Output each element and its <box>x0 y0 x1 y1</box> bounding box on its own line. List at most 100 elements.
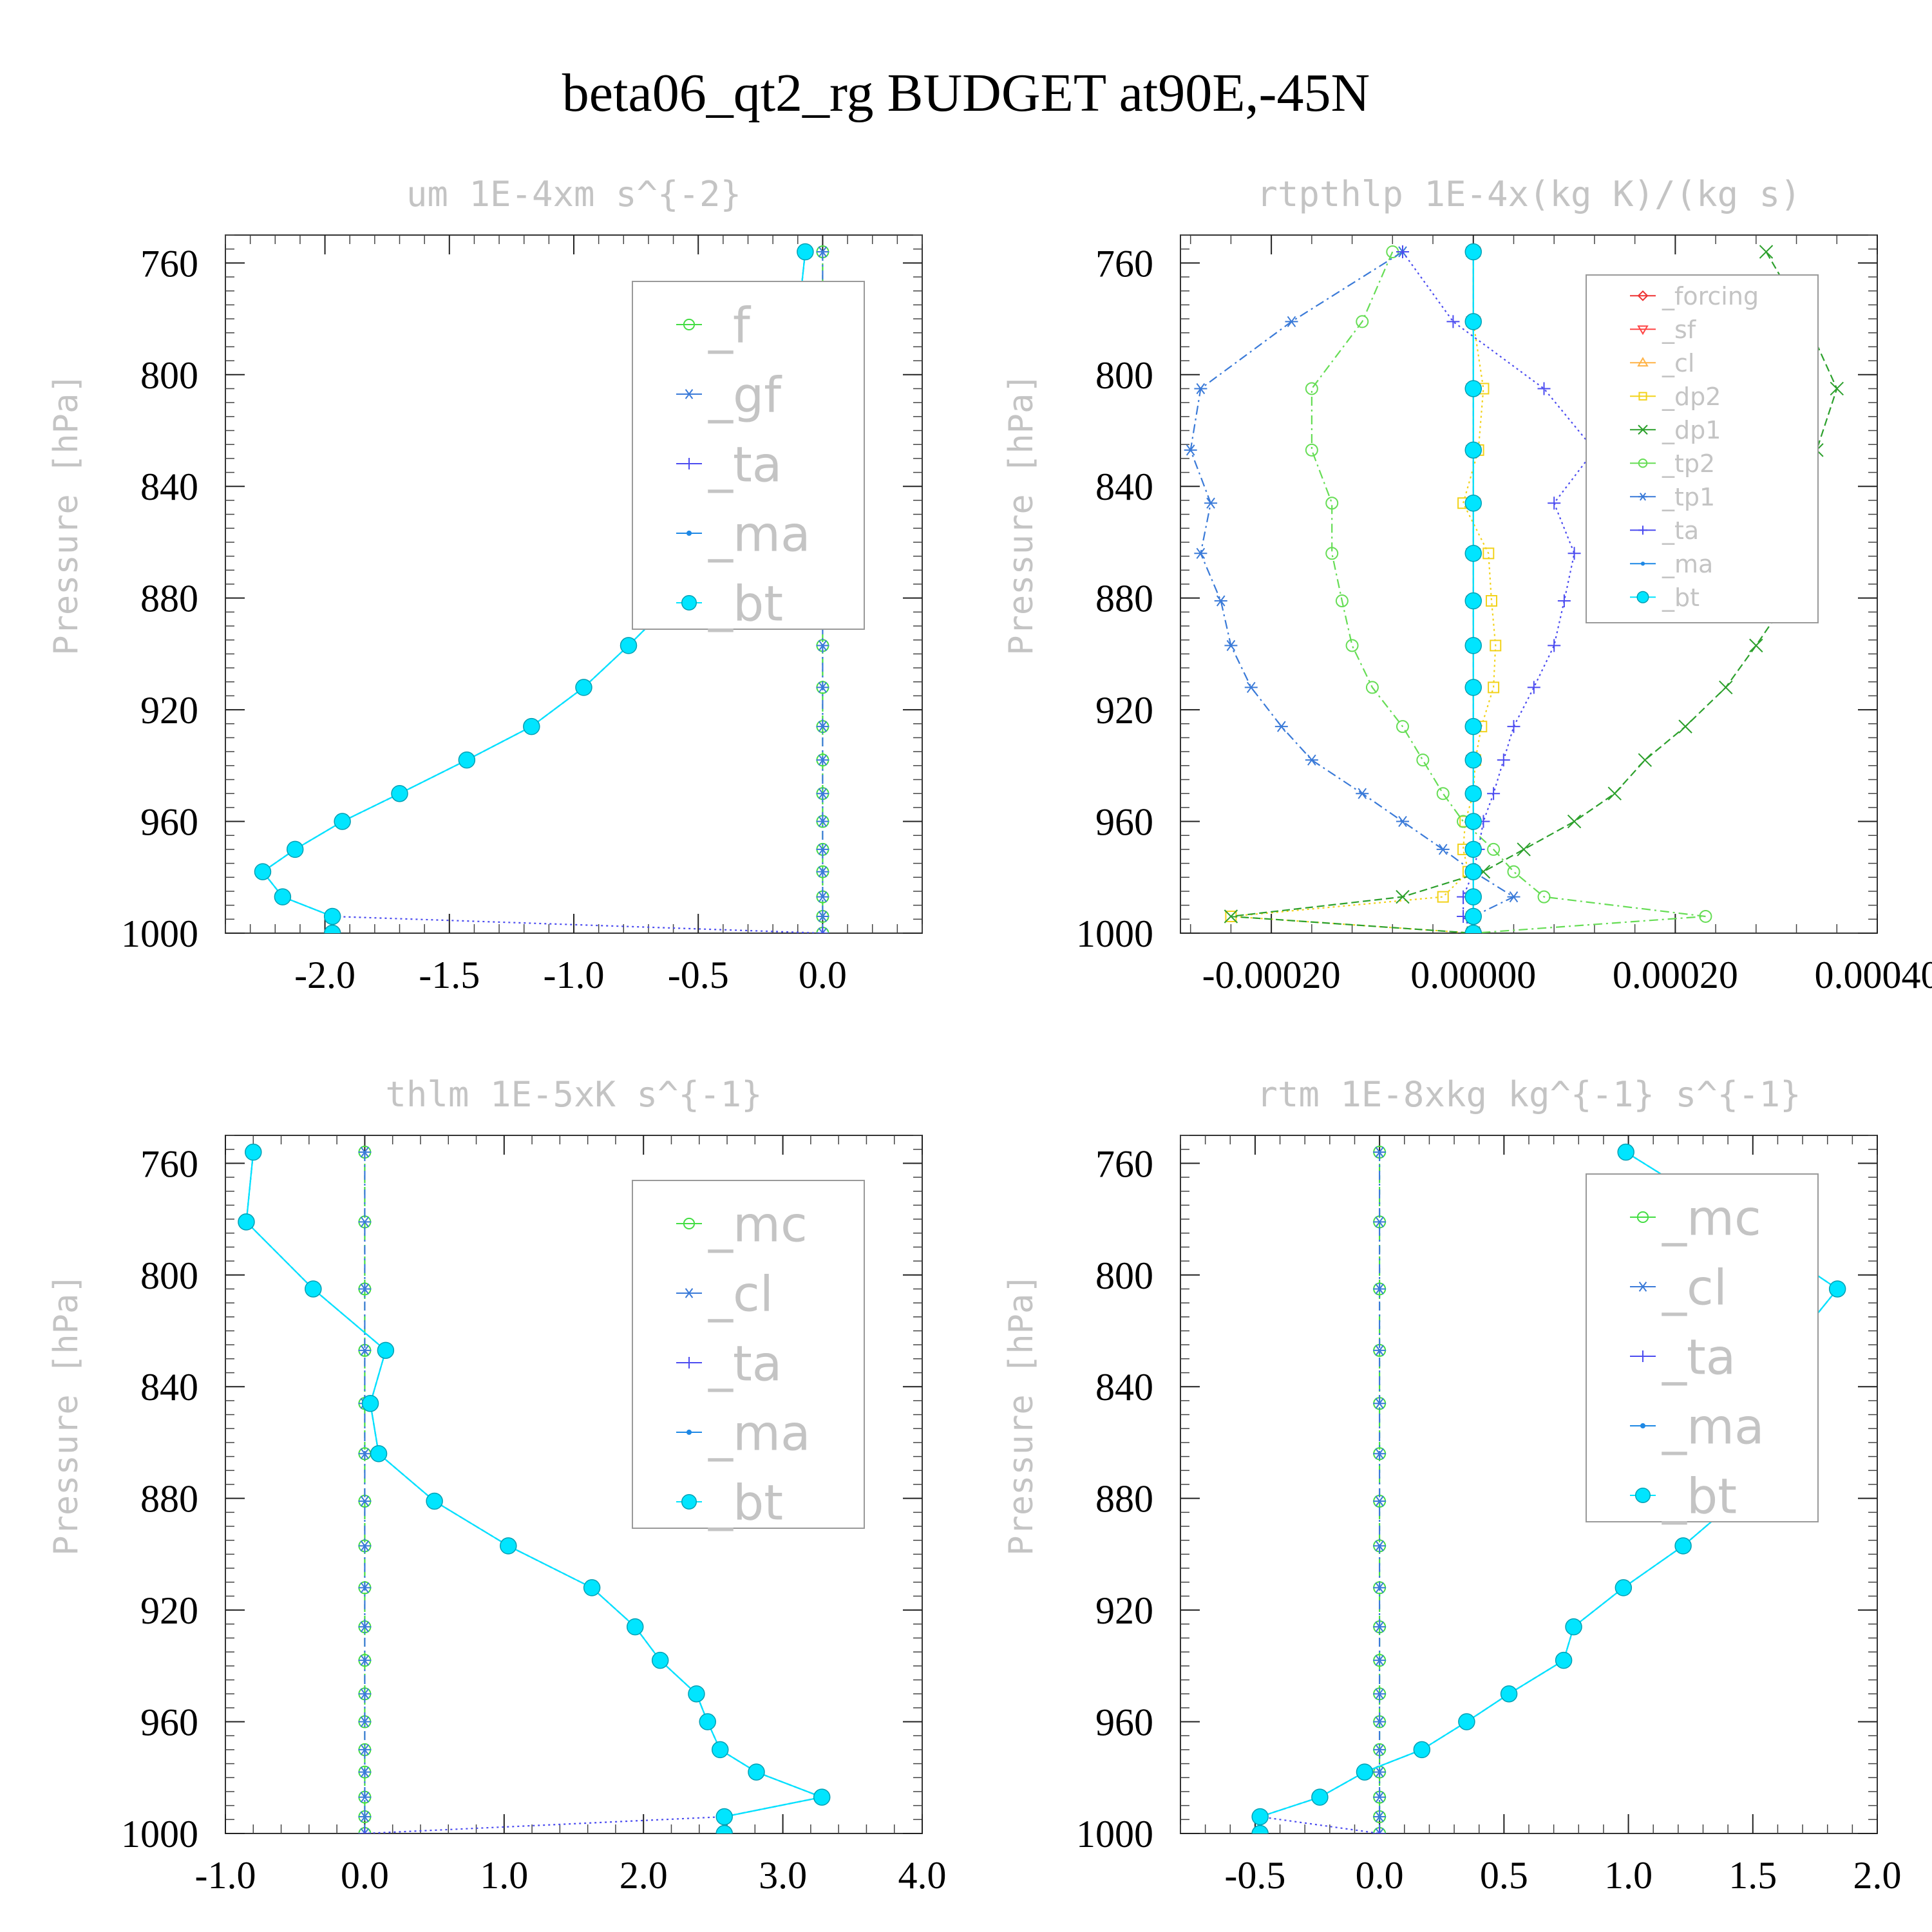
y-tick-label: 760 <box>1095 1142 1153 1185</box>
data-point-bt <box>688 1685 705 1703</box>
data-point-bt <box>370 1445 388 1463</box>
data-point-bt <box>1413 1741 1431 1759</box>
data-point-bt <box>523 717 540 735</box>
y-axis-label: Pressure [hPa] <box>1002 373 1041 655</box>
y-tick-label: 960 <box>1095 801 1153 844</box>
legend-marker <box>1637 325 1649 336</box>
legend: _mc _cl _ta _ma _bt <box>632 1180 865 1531</box>
data-point-bt <box>1464 679 1482 696</box>
data-point-dp1 <box>1517 842 1531 857</box>
data-point-bt <box>1464 840 1482 858</box>
data-point-bt <box>1464 717 1482 735</box>
data-point-bt <box>274 888 292 905</box>
data-point-ta <box>1567 547 1581 560</box>
data-point-bt <box>254 863 272 880</box>
data-point-bt <box>361 1395 379 1412</box>
data-point-bt <box>1464 637 1482 654</box>
legend-marker <box>1637 290 1649 301</box>
series-line-ta <box>1402 251 1596 933</box>
data-point-tp2 <box>1325 497 1339 510</box>
data-point-bt <box>1464 888 1482 905</box>
legend-label: _forcing <box>1662 282 1759 310</box>
x-tick-label: 0.0 <box>799 954 847 996</box>
data-point-cl <box>1373 1495 1387 1507</box>
data-point-bt <box>699 1713 716 1730</box>
data-point-tp2 <box>1507 865 1520 878</box>
data-point-bt <box>1356 1763 1374 1781</box>
panel-4: rtm 1E-8xkg kg^{-1} s^{-1} Pressure [hPa]… <box>1002 1074 1902 1897</box>
data-point-gf <box>816 721 829 732</box>
data-point-bt <box>1828 1280 1846 1298</box>
data-point-bt <box>286 840 304 858</box>
data-point-cl <box>358 1688 372 1700</box>
data-point-gf <box>816 927 829 933</box>
data-point-cl <box>358 1621 372 1633</box>
legend-marker <box>1640 562 1645 566</box>
data-point-cl <box>1373 1582 1387 1594</box>
data-point-ta <box>1446 315 1460 328</box>
data-point-tp1 <box>1204 497 1218 509</box>
legend-label: _bt <box>708 1473 783 1531</box>
legend-label: _ta <box>1662 516 1699 545</box>
x-tick-label: -0.00020 <box>1202 954 1341 996</box>
y-tick-label: 760 <box>1095 242 1153 285</box>
y-tick-label: 880 <box>140 578 198 620</box>
legend-label: _sf <box>1662 316 1697 344</box>
y-tick-label: 800 <box>140 1255 198 1297</box>
data-point-dp1 <box>1678 719 1692 734</box>
panel-2: rtpthlp 1E-4x(kg K)/(kg s) Pressure [hPa]… <box>1002 174 1932 996</box>
legend-label: _cl <box>1662 1258 1727 1316</box>
x-tick-label: -1.0 <box>195 1854 256 1897</box>
y-tick-label: 800 <box>1095 1255 1153 1297</box>
data-point-tp2 <box>1487 842 1501 856</box>
data-point-bt <box>500 1537 517 1555</box>
data-point-bt <box>1464 751 1482 769</box>
panel-title: um 1E-4xm s^{-2} <box>406 174 741 214</box>
legend-marker <box>683 1356 695 1368</box>
data-point-bt <box>1311 1788 1329 1806</box>
panel-title: thlm 1E-5xK s^{-1} <box>385 1074 762 1115</box>
y-axis-label: Pressure [hPa] <box>47 1273 86 1555</box>
x-tick-label: -1.5 <box>419 954 480 996</box>
series-line-tp2 <box>1311 251 1706 933</box>
x-tick-label: -0.5 <box>668 954 729 996</box>
data-point-tp2 <box>1699 909 1712 923</box>
legend-marker <box>681 1493 697 1510</box>
legend-marker <box>683 389 695 399</box>
legend-marker <box>683 1217 696 1230</box>
data-point-bt <box>583 1579 601 1596</box>
data-point-tp2 <box>1325 547 1339 560</box>
data-point-ta <box>1487 787 1501 800</box>
data-point-ta <box>1557 594 1571 608</box>
data-point-dp2 <box>1482 547 1495 560</box>
data-point-tp1 <box>1274 721 1288 732</box>
data-point-cl <box>1373 1146 1387 1158</box>
y-tick-label: 960 <box>140 1701 198 1744</box>
legend-marker <box>683 457 695 469</box>
data-point-cl <box>1373 1621 1387 1633</box>
data-point-bt <box>651 1651 669 1669</box>
data-point-gf <box>816 681 829 694</box>
data-point-ta <box>1396 245 1409 259</box>
data-point-tp2 <box>1305 443 1318 457</box>
data-point-cl <box>1373 1448 1387 1459</box>
panel-1: um 1E-4xm s^{-2} Pressure [hPa] -2.0 -1.5 -1… <box>47 174 923 996</box>
legend-box <box>632 281 865 630</box>
x-tick-label: 1.0 <box>480 1854 528 1897</box>
legend-label: _ma <box>708 1404 811 1461</box>
y-tick-label: 1000 <box>1076 1813 1153 1855</box>
y-tick-label: 920 <box>140 689 198 732</box>
data-point-dp1 <box>1224 909 1238 923</box>
data-point-dp1 <box>1719 680 1733 695</box>
y-tick-label: 920 <box>1095 1589 1153 1632</box>
data-point-ta <box>358 1827 372 1833</box>
data-point-cl <box>358 1828 372 1833</box>
y-tick-label: 800 <box>140 354 198 397</box>
data-point-cl <box>358 1540 372 1551</box>
data-point-ta <box>1548 497 1561 510</box>
data-point-cl <box>358 1283 372 1295</box>
x-tick-label: 0.0 <box>341 1854 389 1897</box>
data-point-ta <box>1548 639 1561 652</box>
data-point-bt <box>748 1763 765 1781</box>
